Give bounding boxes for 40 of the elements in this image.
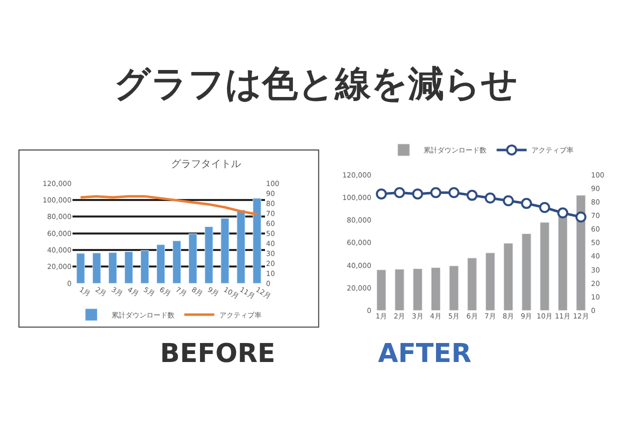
point — [394, 187, 405, 198]
bar — [108, 252, 117, 284]
point — [412, 188, 424, 200]
point — [520, 198, 532, 209]
bar — [485, 252, 495, 310]
line-series — [79, 195, 258, 216]
bar — [522, 233, 532, 310]
text: BEFORE — [160, 339, 276, 369]
bar — [156, 244, 166, 284]
bar — [576, 195, 586, 310]
bar — [504, 243, 514, 310]
bar — [412, 268, 422, 310]
text: グラフは色と線を減らせ — [114, 64, 518, 105]
bar — [204, 226, 214, 284]
point — [430, 187, 442, 198]
bar — [394, 269, 404, 310]
bar — [124, 251, 133, 284]
point — [539, 202, 550, 213]
bar — [467, 258, 477, 310]
bar — [431, 267, 441, 310]
point — [376, 188, 387, 200]
bar — [188, 234, 198, 284]
point — [484, 192, 496, 204]
point — [557, 207, 568, 218]
chart-title: グラフタイトル — [171, 159, 241, 170]
bar — [540, 222, 550, 310]
bar — [92, 252, 101, 284]
point — [502, 195, 514, 206]
bar — [220, 218, 230, 284]
bar — [449, 266, 459, 310]
bar — [76, 253, 85, 284]
point — [575, 211, 586, 222]
bar — [376, 270, 386, 310]
point — [466, 190, 478, 201]
point — [448, 187, 460, 198]
bar — [252, 198, 262, 284]
bar — [172, 240, 182, 284]
bar — [236, 210, 246, 284]
bar — [140, 250, 149, 284]
text: AFTER — [378, 339, 472, 369]
